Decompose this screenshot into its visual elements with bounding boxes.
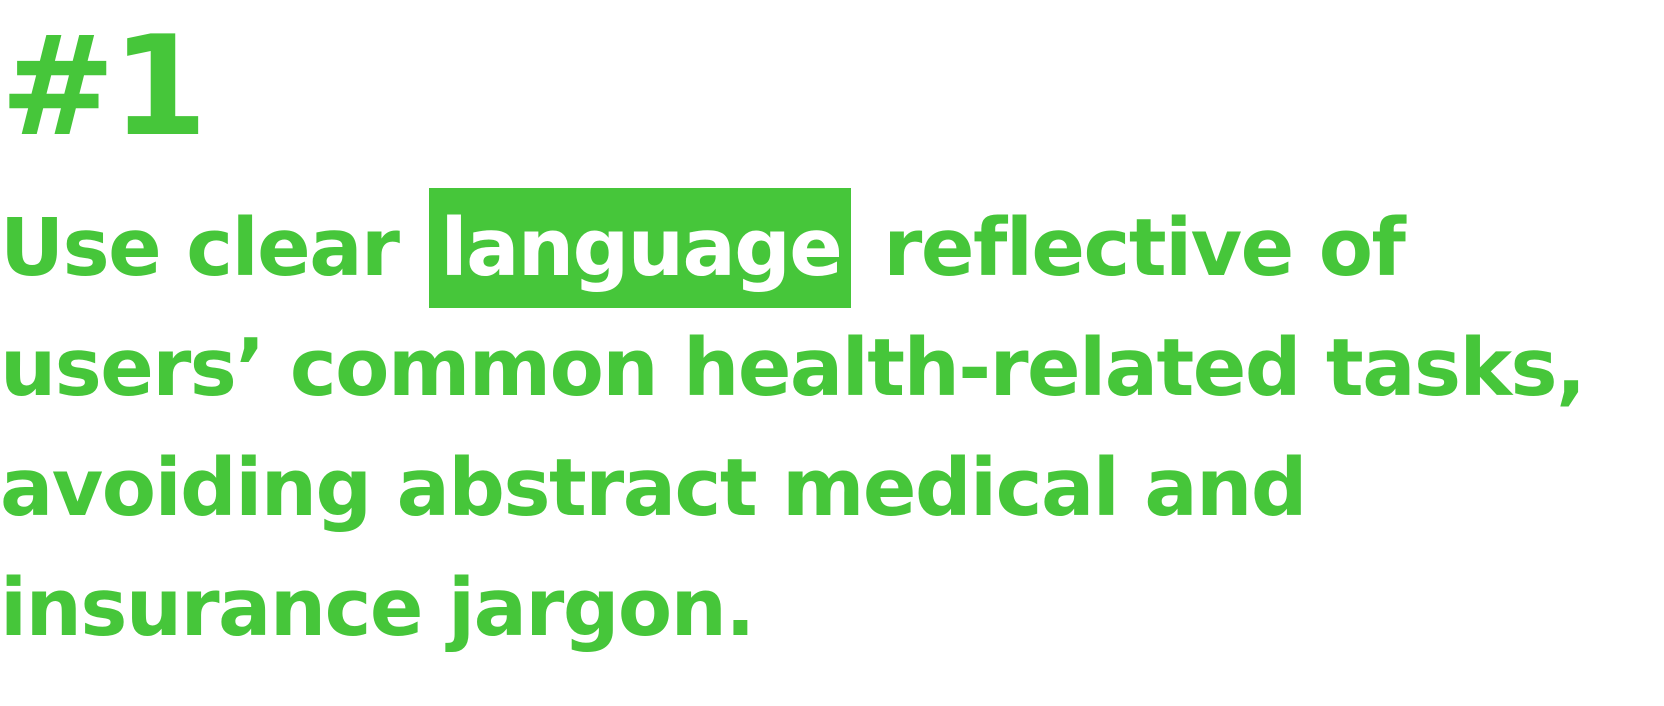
statement-line-1-before: Use clear [0,202,400,294]
principle-statement: Use clear language reflective of users’ … [0,188,1664,668]
principle-number: #1 [0,6,208,167]
highlighted-word: language [428,188,852,308]
statement-line-1: Use clear language reflective of [0,188,1664,308]
statement-line-3: avoiding abstract medical and [0,442,1307,534]
statement-line-4: insurance jargon. [0,562,755,654]
statement-line-2: users’ common health-related tasks, [0,322,1586,414]
statement-line-1-after: reflective of [883,202,1405,294]
